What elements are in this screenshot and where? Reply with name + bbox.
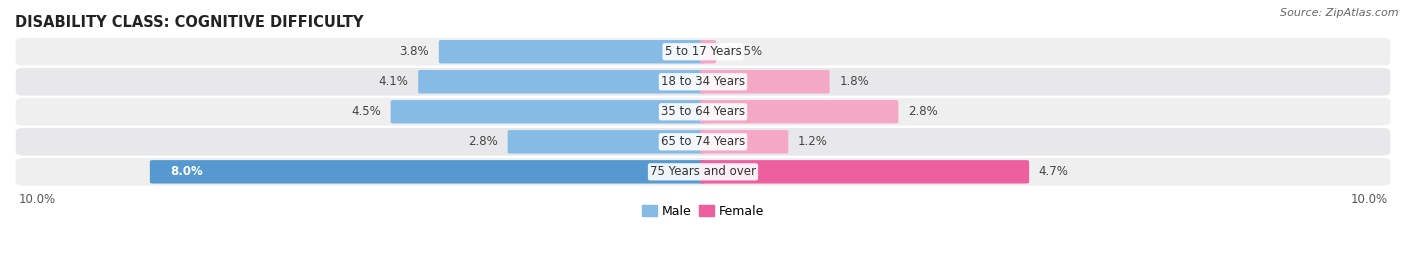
FancyBboxPatch shape <box>439 40 706 63</box>
FancyBboxPatch shape <box>700 70 830 93</box>
FancyBboxPatch shape <box>700 40 716 63</box>
Text: 3.8%: 3.8% <box>399 45 429 58</box>
Legend: Male, Female: Male, Female <box>637 200 769 223</box>
Text: 75 Years and over: 75 Years and over <box>650 165 756 178</box>
FancyBboxPatch shape <box>700 100 898 123</box>
FancyBboxPatch shape <box>418 70 706 93</box>
FancyBboxPatch shape <box>15 38 1391 66</box>
Text: 0.15%: 0.15% <box>725 45 763 58</box>
Text: 4.7%: 4.7% <box>1039 165 1069 178</box>
Text: 1.2%: 1.2% <box>799 135 828 148</box>
FancyBboxPatch shape <box>15 98 1391 126</box>
Text: DISABILITY CLASS: COGNITIVE DIFFICULTY: DISABILITY CLASS: COGNITIVE DIFFICULTY <box>15 15 364 30</box>
FancyBboxPatch shape <box>700 160 1029 184</box>
Text: Source: ZipAtlas.com: Source: ZipAtlas.com <box>1281 8 1399 18</box>
Text: 8.0%: 8.0% <box>170 165 202 178</box>
Text: 1.8%: 1.8% <box>839 75 869 88</box>
Text: 2.8%: 2.8% <box>468 135 498 148</box>
Text: 4.1%: 4.1% <box>378 75 409 88</box>
FancyBboxPatch shape <box>150 160 706 184</box>
Text: 18 to 34 Years: 18 to 34 Years <box>661 75 745 88</box>
Text: 35 to 64 Years: 35 to 64 Years <box>661 105 745 118</box>
FancyBboxPatch shape <box>391 100 706 123</box>
FancyBboxPatch shape <box>700 130 789 154</box>
FancyBboxPatch shape <box>15 158 1391 186</box>
FancyBboxPatch shape <box>15 128 1391 156</box>
FancyBboxPatch shape <box>15 68 1391 96</box>
Text: 5 to 17 Years: 5 to 17 Years <box>665 45 741 58</box>
Text: 10.0%: 10.0% <box>1350 193 1388 207</box>
Text: 2.8%: 2.8% <box>908 105 938 118</box>
Text: 4.5%: 4.5% <box>352 105 381 118</box>
Text: 65 to 74 Years: 65 to 74 Years <box>661 135 745 148</box>
FancyBboxPatch shape <box>508 130 706 154</box>
Text: 10.0%: 10.0% <box>18 193 56 207</box>
